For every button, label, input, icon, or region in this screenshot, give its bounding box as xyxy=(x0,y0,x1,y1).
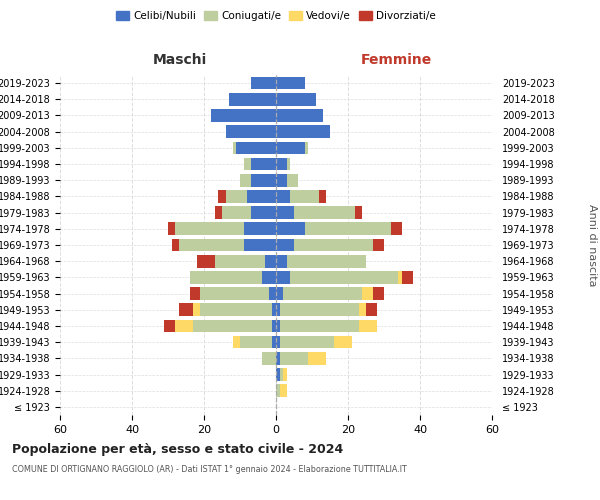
Bar xyxy=(229,93,276,106)
Bar xyxy=(200,304,272,316)
Bar xyxy=(215,255,265,268)
Bar xyxy=(269,288,276,300)
Bar xyxy=(193,320,272,332)
Bar xyxy=(283,368,287,381)
Bar xyxy=(276,320,280,332)
Bar xyxy=(280,384,287,397)
Bar xyxy=(168,222,175,235)
Bar xyxy=(280,368,283,381)
Bar xyxy=(179,304,193,316)
Bar xyxy=(247,190,276,202)
Bar xyxy=(251,77,276,90)
Bar xyxy=(319,190,326,202)
Bar xyxy=(305,142,308,154)
Bar xyxy=(179,238,244,252)
Bar xyxy=(391,222,402,235)
Bar xyxy=(280,352,308,364)
Legend: Celibi/Nubili, Coniugati/e, Vedovi/e, Divorziati/e: Celibi/Nubili, Coniugati/e, Vedovi/e, Di… xyxy=(112,7,440,26)
Bar xyxy=(200,288,269,300)
Bar xyxy=(244,238,276,252)
Bar xyxy=(334,336,352,348)
Bar xyxy=(233,142,236,154)
Bar xyxy=(276,174,287,186)
Bar xyxy=(355,206,362,219)
Bar xyxy=(175,320,193,332)
Bar xyxy=(218,190,226,202)
Bar xyxy=(276,222,305,235)
Bar xyxy=(276,93,316,106)
Bar xyxy=(280,304,359,316)
Bar xyxy=(211,109,276,122)
Bar xyxy=(290,190,319,202)
Bar xyxy=(251,158,276,170)
Bar xyxy=(251,206,276,219)
Bar xyxy=(272,304,276,316)
Bar xyxy=(215,206,222,219)
Bar xyxy=(362,288,373,300)
Bar xyxy=(398,271,402,283)
Bar xyxy=(272,336,276,348)
Bar xyxy=(262,271,276,283)
Bar xyxy=(373,288,384,300)
Bar xyxy=(276,352,280,364)
Bar xyxy=(276,142,305,154)
Bar xyxy=(287,174,298,186)
Bar xyxy=(359,304,366,316)
Bar xyxy=(164,320,175,332)
Bar xyxy=(175,222,244,235)
Bar xyxy=(265,255,276,268)
Bar xyxy=(272,320,276,332)
Bar xyxy=(359,320,377,332)
Bar xyxy=(373,238,384,252)
Bar xyxy=(244,222,276,235)
Bar xyxy=(308,352,326,364)
Bar xyxy=(294,206,355,219)
Bar xyxy=(283,288,362,300)
Text: Maschi: Maschi xyxy=(153,54,207,68)
Bar xyxy=(276,126,330,138)
Bar xyxy=(290,271,398,283)
Bar xyxy=(262,352,276,364)
Bar xyxy=(402,271,413,283)
Bar xyxy=(240,336,272,348)
Bar xyxy=(240,174,251,186)
Bar xyxy=(276,238,294,252)
Bar xyxy=(280,336,334,348)
Bar xyxy=(197,255,215,268)
Bar xyxy=(276,336,280,348)
Bar xyxy=(172,238,179,252)
Bar xyxy=(276,190,290,202)
Bar xyxy=(276,158,287,170)
Bar xyxy=(276,304,280,316)
Text: Anni di nascita: Anni di nascita xyxy=(587,204,597,286)
Bar xyxy=(190,288,200,300)
Bar xyxy=(287,255,366,268)
Bar xyxy=(280,320,359,332)
Text: Femmine: Femmine xyxy=(361,54,431,68)
Bar xyxy=(294,238,373,252)
Bar xyxy=(276,384,280,397)
Bar xyxy=(222,206,251,219)
Text: Popolazione per età, sesso e stato civile - 2024: Popolazione per età, sesso e stato civil… xyxy=(12,442,343,456)
Bar xyxy=(190,271,262,283)
Bar xyxy=(226,126,276,138)
Bar xyxy=(193,304,200,316)
Bar xyxy=(276,77,305,90)
Bar xyxy=(366,304,377,316)
Bar xyxy=(276,109,323,122)
Text: COMUNE DI ORTIGNANO RAGGIOLO (AR) - Dati ISTAT 1° gennaio 2024 - Elaborazione TU: COMUNE DI ORTIGNANO RAGGIOLO (AR) - Dati… xyxy=(12,465,407,474)
Bar xyxy=(276,271,290,283)
Bar xyxy=(276,206,294,219)
Bar xyxy=(233,336,240,348)
Bar xyxy=(276,368,280,381)
Bar xyxy=(305,222,391,235)
Bar xyxy=(276,288,283,300)
Bar xyxy=(244,158,251,170)
Bar xyxy=(287,158,290,170)
Bar xyxy=(226,190,247,202)
Bar xyxy=(276,255,287,268)
Bar xyxy=(251,174,276,186)
Bar xyxy=(236,142,276,154)
